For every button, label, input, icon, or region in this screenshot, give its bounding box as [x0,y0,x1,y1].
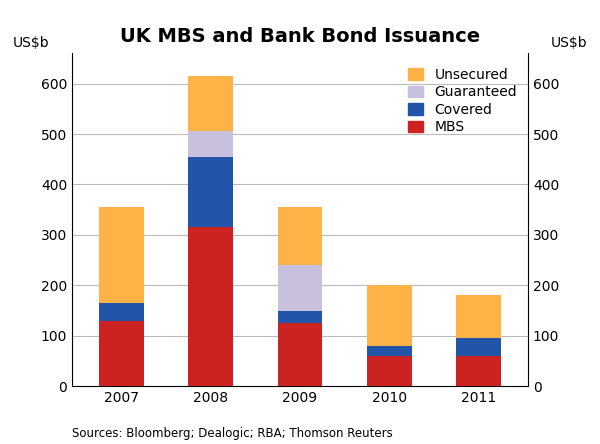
Bar [367,285,412,346]
Bar [367,356,412,386]
Bar [278,323,322,386]
Bar [188,76,233,131]
Bar [457,356,501,386]
Bar [188,227,233,386]
Bar [188,157,233,227]
Bar [99,321,143,386]
Bar [278,311,322,323]
Text: US$b: US$b [551,36,587,50]
Title: UK MBS and Bank Bond Issuance: UK MBS and Bank Bond Issuance [120,27,480,46]
Legend: Unsecured, Guaranteed, Covered, MBS: Unsecured, Guaranteed, Covered, MBS [404,63,521,138]
Bar [99,207,143,303]
Bar [278,265,322,311]
Bar [188,131,233,157]
Bar [367,346,412,356]
Text: US$b: US$b [13,36,49,50]
Bar [99,303,143,321]
Bar [278,207,322,265]
Bar [457,295,501,338]
Bar [457,338,501,356]
Text: Sources: Bloomberg; Dealogic; RBA; Thomson Reuters: Sources: Bloomberg; Dealogic; RBA; Thoms… [72,427,393,440]
